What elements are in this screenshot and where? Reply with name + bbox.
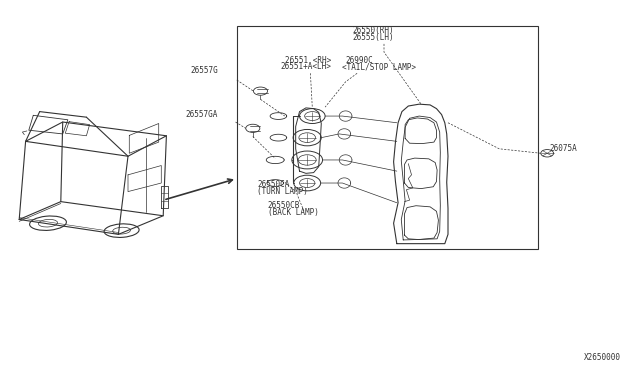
Text: 26550CB: 26550CB xyxy=(268,201,300,210)
Text: 26551+A<LH>: 26551+A<LH> xyxy=(280,62,331,71)
Text: 26557G: 26557G xyxy=(191,66,218,75)
Text: 26990C: 26990C xyxy=(346,56,373,65)
Text: (TURN LAMP): (TURN LAMP) xyxy=(257,187,308,196)
Text: 26555(LH): 26555(LH) xyxy=(352,33,394,42)
Text: 26075A: 26075A xyxy=(549,144,577,153)
Bar xyxy=(237,26,538,249)
Text: X2650000: X2650000 xyxy=(584,353,621,362)
Text: 26551 <RH>: 26551 <RH> xyxy=(285,56,331,65)
Text: <TAIL/STOP LAMP>: <TAIL/STOP LAMP> xyxy=(342,62,416,71)
Text: 26550(RH): 26550(RH) xyxy=(352,26,394,35)
Text: 26550CA: 26550CA xyxy=(257,180,290,189)
Text: 26557GA: 26557GA xyxy=(186,110,218,119)
Text: (BACK LAMP): (BACK LAMP) xyxy=(268,208,318,217)
